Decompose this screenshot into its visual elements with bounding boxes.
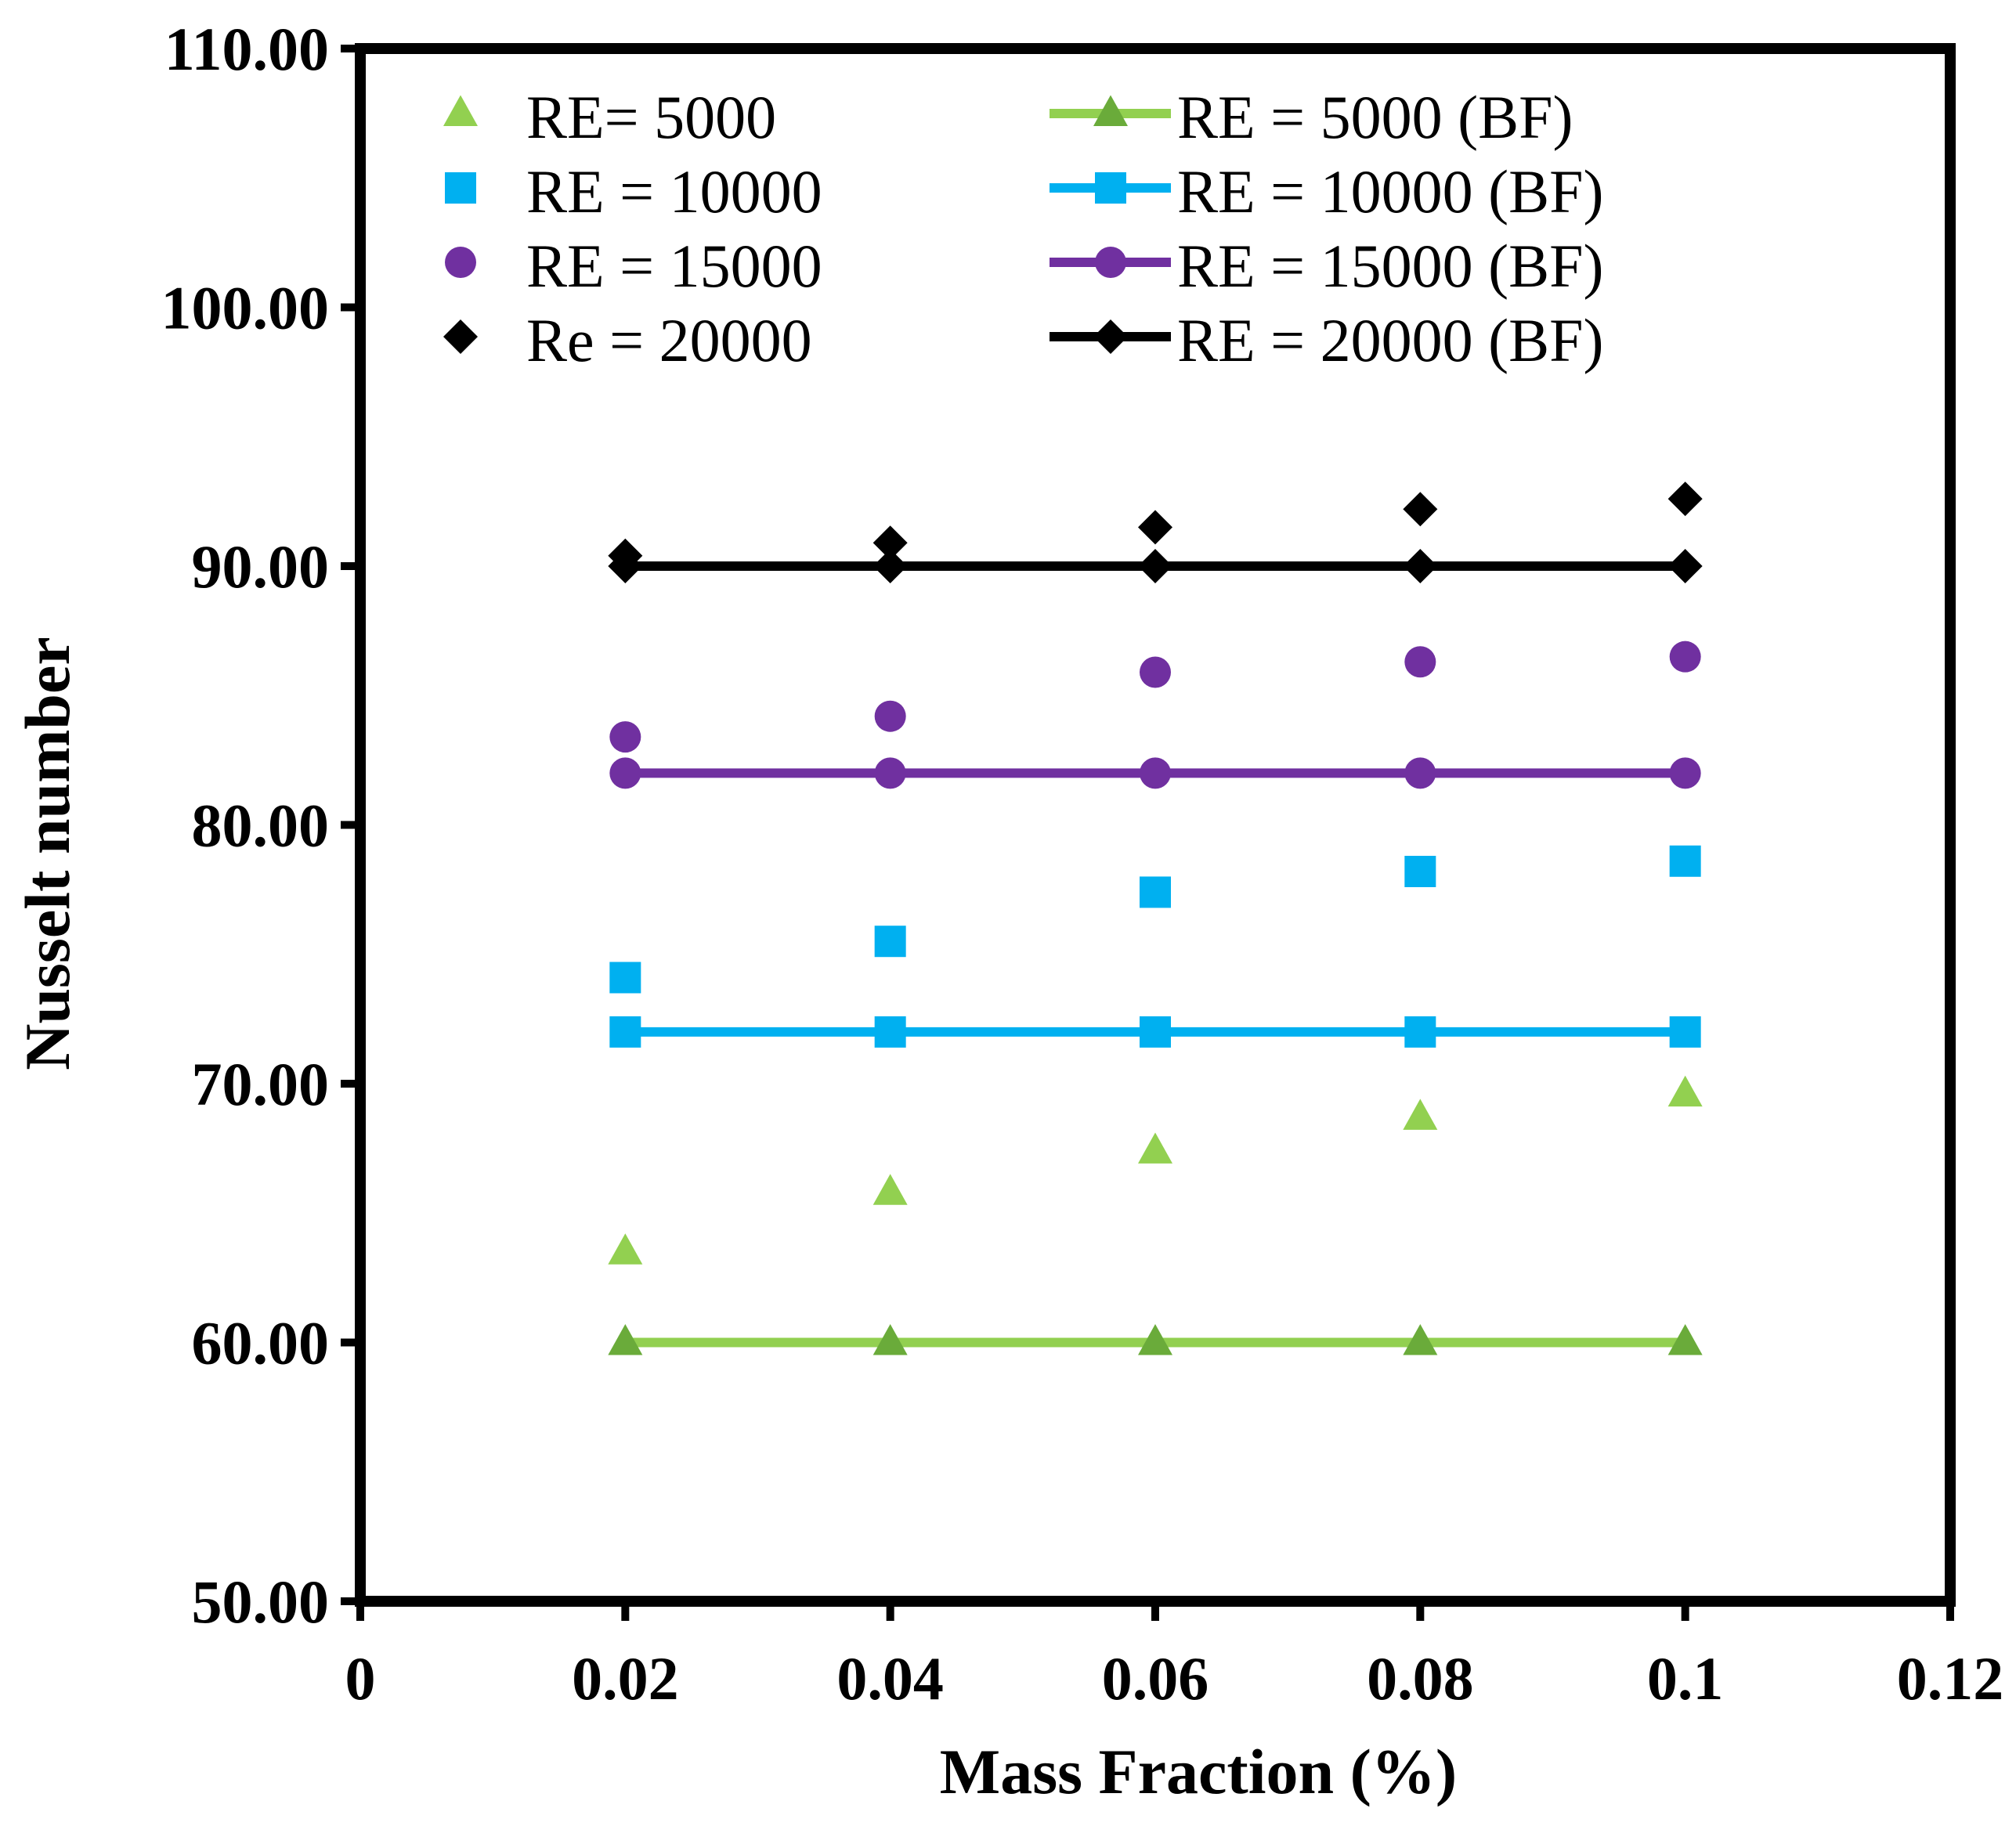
x-tick-label: 0.04: [836, 1644, 944, 1712]
data-point: [873, 1174, 908, 1205]
y-tick-label: 60.00: [192, 1309, 330, 1377]
legend-item: RE = 20000 (BF): [1050, 306, 1604, 374]
data-point: [1404, 1016, 1436, 1048]
data-point: [874, 757, 906, 789]
legend-item: RE = 10000: [445, 157, 822, 226]
x-tick-label: 0.1: [1647, 1644, 1724, 1712]
data-point: [874, 700, 906, 732]
series-3: [609, 641, 1701, 753]
data-point: [874, 926, 906, 958]
legend-item: RE = 10000 (BF): [1050, 157, 1604, 226]
data-point: [873, 525, 908, 561]
y-tick-label: 100.00: [161, 274, 330, 342]
axis-layer: 50.00 60.00 70.00 80.00 90.00 100.00 110.00 0 0.…: [161, 15, 2004, 1712]
legend-marker: [1095, 172, 1126, 204]
data-point: [609, 757, 641, 789]
legend-label: RE = 20000 (BF): [1177, 306, 1604, 374]
y-axis-title: Nusselt number: [12, 637, 83, 1070]
data-point: [1140, 876, 1171, 908]
series-7: [609, 757, 1701, 789]
legend-marker: [1093, 319, 1128, 354]
data-point: [1669, 641, 1701, 673]
legend-marker: [443, 95, 478, 126]
data-point: [1403, 492, 1438, 527]
legend-marker: [1095, 247, 1126, 278]
legend-label: RE = 10000 (BF): [1177, 157, 1604, 226]
legend-item: Re = 20000: [443, 306, 812, 374]
data-point: [1403, 1323, 1438, 1355]
legend-label: Re = 20000: [526, 306, 812, 374]
x-tick-label: 0.02: [572, 1644, 679, 1712]
data-point: [1667, 1323, 1703, 1355]
legend-item: RE = 15000 (BF): [1050, 232, 1604, 300]
data-point: [1138, 1323, 1172, 1355]
x-tick-label: 0.08: [1367, 1644, 1474, 1712]
data-point: [873, 1323, 908, 1355]
series-1: [608, 1075, 1703, 1265]
series-8: [608, 549, 1703, 583]
data-point: [609, 962, 641, 994]
legend-label: RE= 5000: [526, 83, 776, 151]
data-point: [608, 549, 643, 583]
x-tick-label: 0: [345, 1644, 376, 1712]
data-point: [1138, 1132, 1172, 1164]
data-point: [1140, 757, 1171, 789]
legend-item: RE = 15000: [445, 232, 822, 300]
x-tick-label: 0.12: [1897, 1644, 2004, 1712]
data-point: [608, 1323, 643, 1355]
data-point: [1138, 510, 1172, 545]
series-2: [609, 845, 1701, 994]
data-point: [1669, 845, 1701, 877]
legend-marker: [443, 319, 478, 354]
series-6: [609, 1016, 1701, 1048]
data-point: [1667, 482, 1703, 517]
data-point: [874, 1016, 906, 1048]
data-point: [1404, 646, 1436, 678]
legend-marker: [445, 247, 476, 278]
data-point: [608, 1233, 643, 1265]
data-point: [1404, 757, 1436, 789]
series-layer: [608, 482, 1703, 1355]
data-point: [1140, 656, 1171, 688]
legend-label: RE = 15000 (BF): [1177, 232, 1604, 300]
legend-item: RE= 5000: [443, 83, 776, 151]
legend-label: RE = 15000: [526, 232, 822, 300]
y-tick-label: 80.00: [192, 792, 330, 860]
legend-marker: [1093, 95, 1128, 126]
x-axis-title: Mass Fraction (%): [940, 1736, 1457, 1807]
y-tick-label: 90.00: [192, 532, 330, 601]
data-point: [1669, 1016, 1701, 1048]
data-point: [1667, 1075, 1703, 1107]
data-point: [1667, 549, 1703, 583]
data-point: [609, 1016, 641, 1048]
data-point: [1404, 855, 1436, 887]
y-tick-label: 50.00: [192, 1568, 330, 1636]
y-tick-label: 70.00: [192, 1050, 330, 1118]
data-point: [1669, 757, 1701, 789]
legend-label: RE = 5000 (BF): [1177, 83, 1573, 151]
data-point: [1138, 549, 1172, 583]
data-point: [1403, 549, 1438, 583]
legend-marker: [445, 172, 476, 204]
x-tick-label: 0.06: [1102, 1644, 1209, 1712]
data-point: [1403, 1099, 1438, 1130]
legend-item: RE = 5000 (BF): [1050, 83, 1573, 151]
data-point: [1140, 1016, 1171, 1048]
y-tick-label: 110.00: [164, 15, 329, 83]
data-point: [609, 721, 641, 753]
data-point: [873, 549, 908, 583]
legend-label: RE = 10000: [526, 157, 822, 226]
series-5: [608, 1323, 1703, 1355]
